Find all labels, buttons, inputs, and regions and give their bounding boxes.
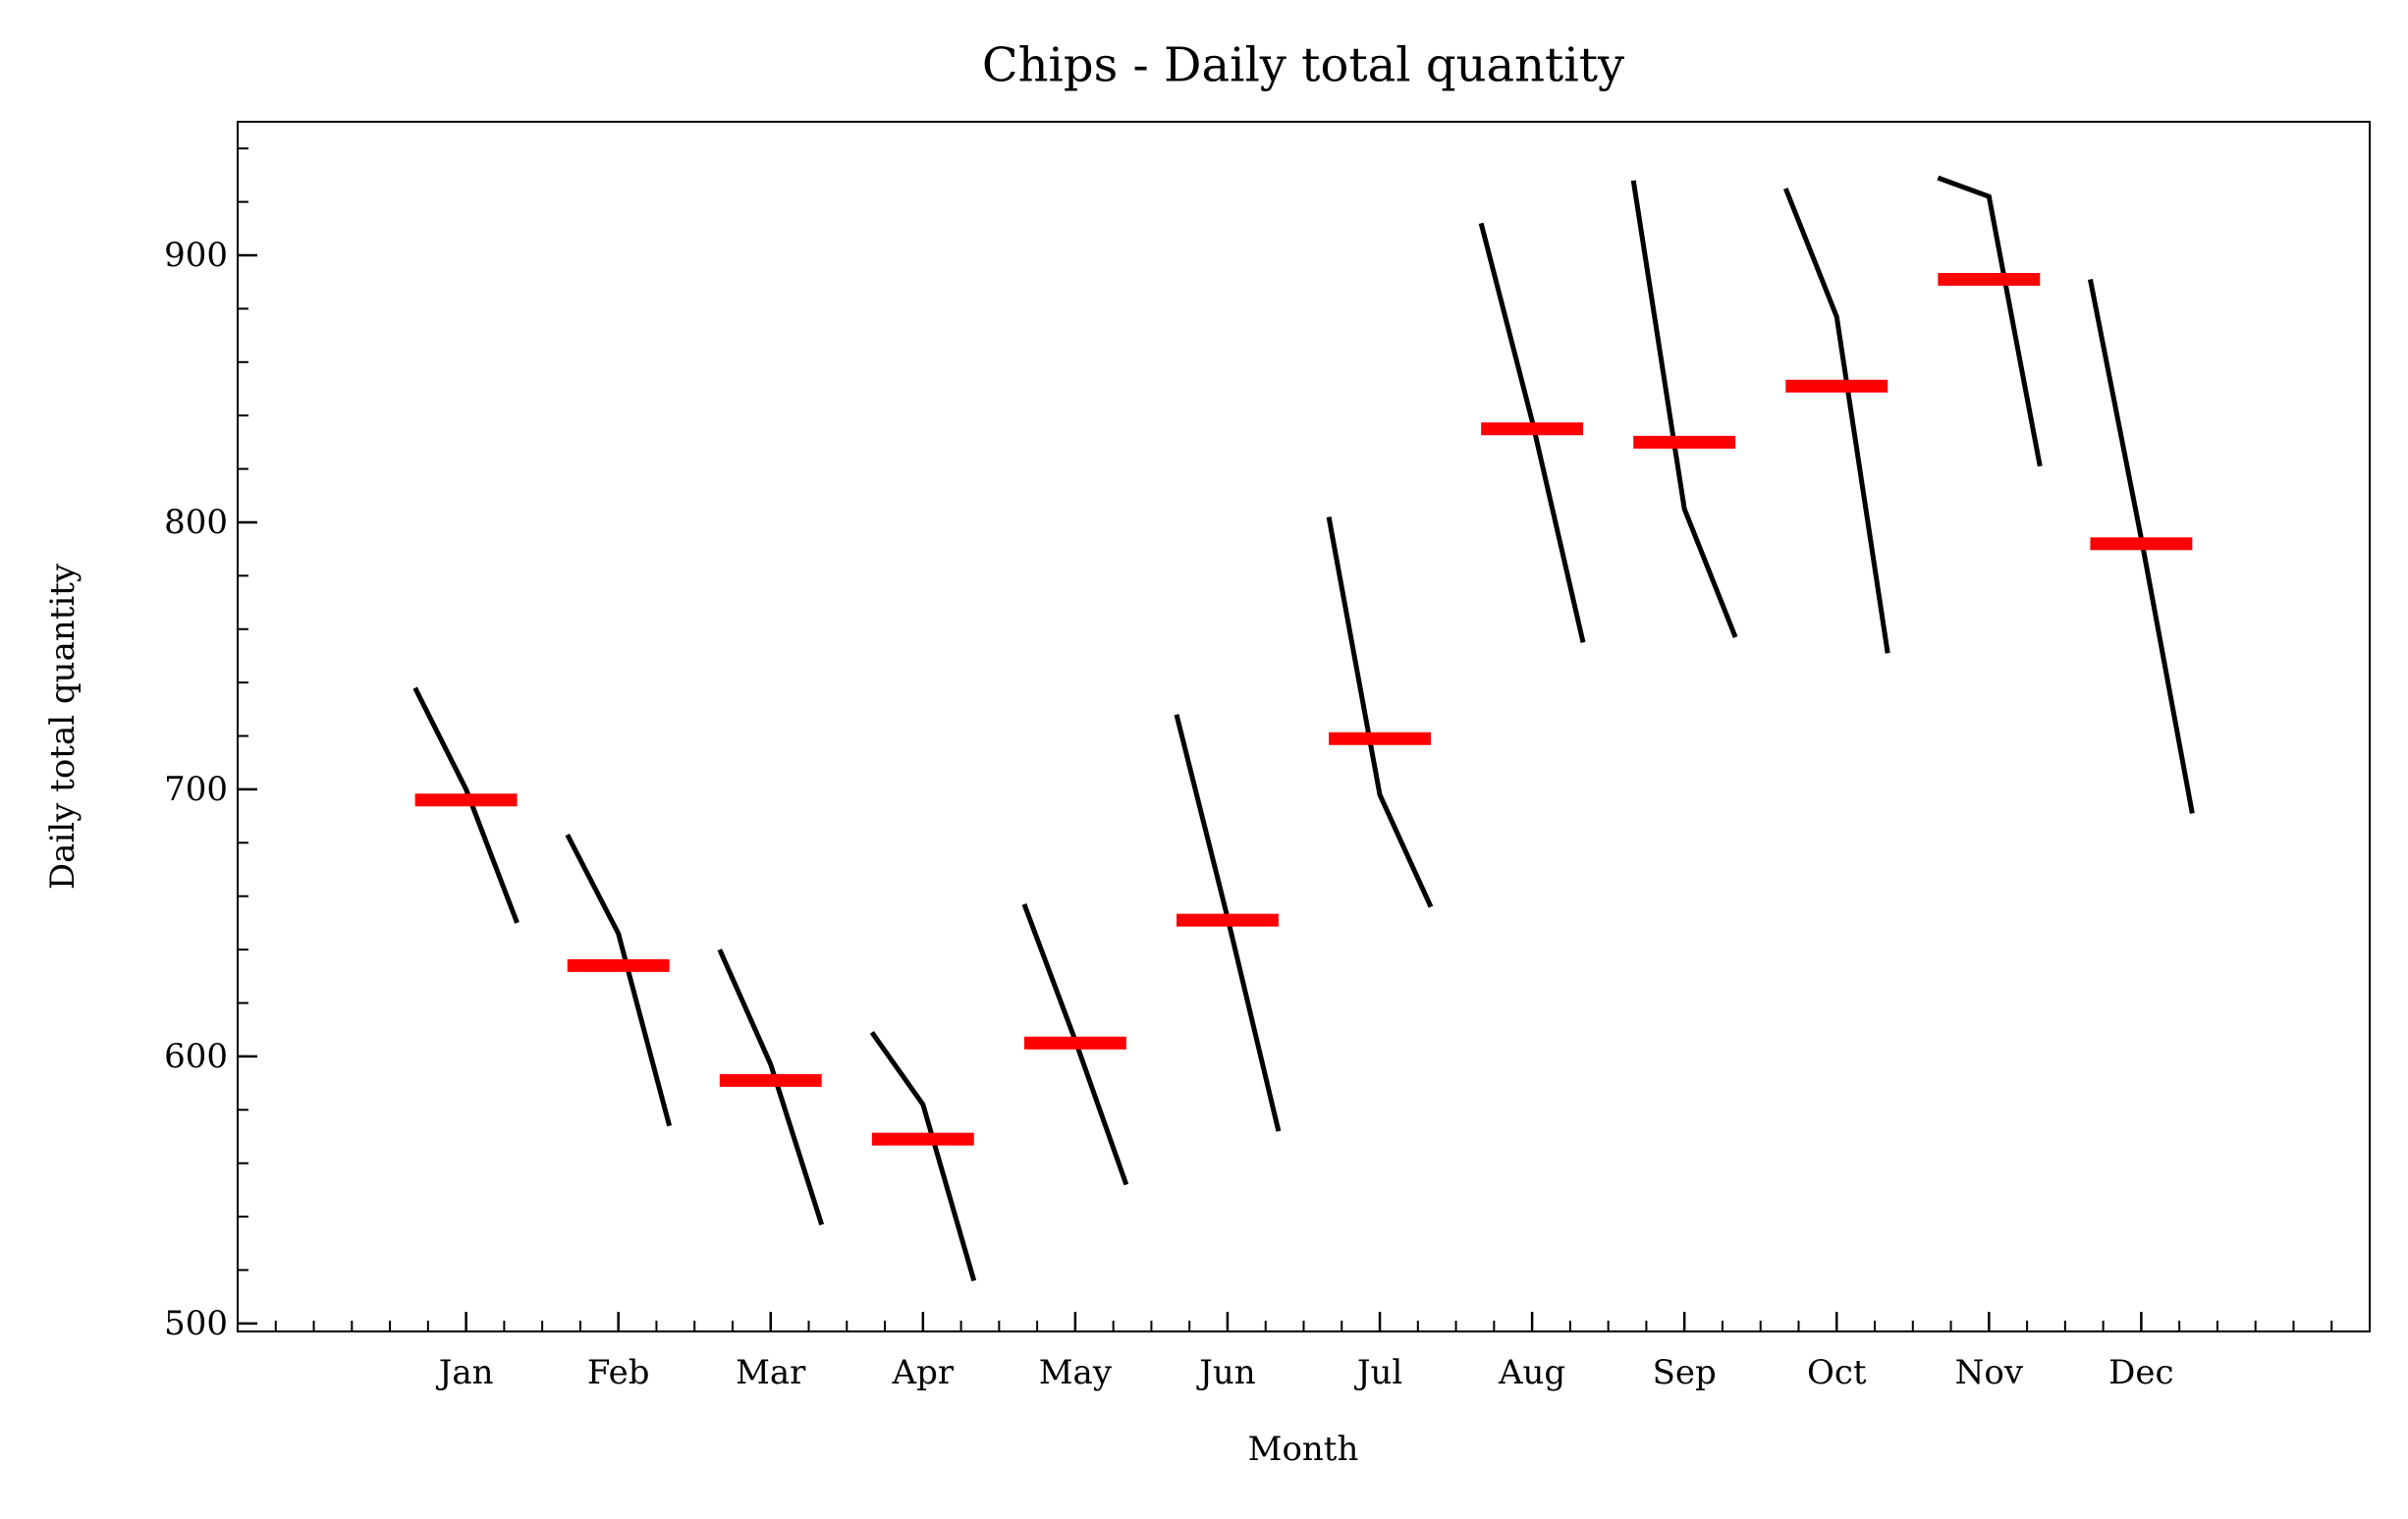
y-tick-label: 500 bbox=[164, 1304, 228, 1343]
y-tick-label: 700 bbox=[164, 770, 228, 809]
x-tick-label: Mar bbox=[736, 1353, 806, 1392]
x-tick-label: Aug bbox=[1498, 1353, 1565, 1392]
x-tick-label: Jan bbox=[436, 1353, 494, 1392]
x-tick-label: Feb bbox=[587, 1353, 650, 1392]
y-axis-label: Daily total quantity bbox=[43, 563, 82, 890]
subseries-line bbox=[717, 949, 825, 1225]
y-tick-label: 800 bbox=[164, 503, 228, 542]
y-tick-label: 600 bbox=[164, 1037, 228, 1076]
y-tick-label: 900 bbox=[164, 236, 228, 275]
x-tick-label: Apr bbox=[892, 1353, 955, 1392]
subseries-line bbox=[869, 1030, 977, 1282]
chart-title: Chips - Daily total quantity bbox=[982, 38, 1624, 93]
subseries-line bbox=[1782, 188, 1890, 654]
subseries-line bbox=[565, 833, 673, 1127]
subseries-line bbox=[412, 686, 520, 924]
plot-frame bbox=[237, 121, 2371, 1332]
subseries-line bbox=[1630, 180, 1738, 638]
subseries-line bbox=[1326, 516, 1434, 908]
x-tick-label: Dec bbox=[2108, 1353, 2173, 1392]
x-tick-label: Jun bbox=[1196, 1353, 1255, 1392]
x-tick-label: Jul bbox=[1354, 1353, 1402, 1392]
x-tick-label: Oct bbox=[1807, 1353, 1867, 1392]
subseries-line bbox=[1478, 222, 1586, 643]
x-tick-label: Nov bbox=[1955, 1353, 2024, 1392]
subseries-line bbox=[1937, 175, 2043, 467]
x-tick-label: Sep bbox=[1653, 1353, 1717, 1392]
x-axis-label: Month bbox=[1248, 1430, 1359, 1469]
x-tick-label: May bbox=[1039, 1353, 1113, 1392]
